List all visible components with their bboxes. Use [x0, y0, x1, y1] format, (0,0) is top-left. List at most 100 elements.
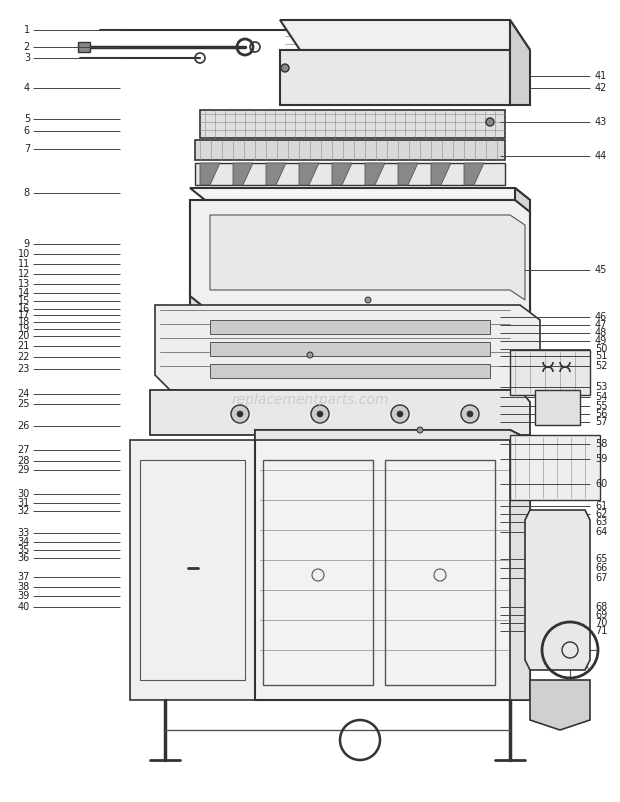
Polygon shape: [510, 435, 600, 500]
Circle shape: [317, 411, 323, 417]
Polygon shape: [365, 163, 385, 185]
Text: 2: 2: [24, 42, 30, 52]
Text: 32: 32: [17, 506, 30, 516]
Polygon shape: [210, 320, 490, 334]
Text: 47: 47: [595, 320, 608, 330]
Text: 53: 53: [595, 382, 608, 392]
Text: 43: 43: [595, 117, 607, 127]
Polygon shape: [510, 350, 590, 395]
Text: 27: 27: [17, 445, 30, 455]
Text: 6: 6: [24, 126, 30, 136]
Text: 69: 69: [595, 610, 607, 620]
Polygon shape: [530, 680, 590, 730]
Text: 49: 49: [595, 336, 607, 346]
Text: 42: 42: [595, 83, 608, 93]
Text: 50: 50: [595, 344, 608, 354]
Text: 35: 35: [17, 545, 30, 555]
Text: 5: 5: [24, 114, 30, 124]
Circle shape: [467, 411, 473, 417]
Polygon shape: [195, 140, 505, 160]
Text: 38: 38: [18, 582, 30, 592]
Text: 7: 7: [24, 144, 30, 154]
Circle shape: [231, 405, 249, 423]
Text: 18: 18: [18, 317, 30, 327]
Polygon shape: [78, 42, 90, 52]
Text: 8: 8: [24, 188, 30, 198]
Text: 21: 21: [17, 341, 30, 351]
Circle shape: [486, 118, 494, 126]
Polygon shape: [210, 215, 525, 300]
Polygon shape: [255, 430, 530, 700]
Circle shape: [391, 405, 409, 423]
Polygon shape: [190, 200, 205, 325]
Text: 20: 20: [17, 331, 30, 341]
Text: 10: 10: [18, 249, 30, 259]
Polygon shape: [200, 163, 220, 185]
Text: 44: 44: [595, 151, 607, 161]
Text: 41: 41: [595, 71, 607, 81]
Polygon shape: [464, 163, 484, 185]
Text: 33: 33: [18, 528, 30, 538]
Polygon shape: [255, 430, 530, 440]
Polygon shape: [460, 60, 490, 75]
Text: 31: 31: [18, 498, 30, 508]
Polygon shape: [190, 188, 530, 200]
Circle shape: [311, 405, 329, 423]
Polygon shape: [266, 163, 286, 185]
Polygon shape: [155, 305, 540, 390]
Text: 4: 4: [24, 83, 30, 93]
Polygon shape: [299, 163, 319, 185]
Text: 55: 55: [595, 401, 608, 411]
Polygon shape: [332, 163, 352, 185]
Text: 59: 59: [595, 454, 608, 464]
Text: 56: 56: [595, 409, 608, 419]
Text: 64: 64: [595, 527, 607, 537]
Text: 16: 16: [18, 304, 30, 314]
Circle shape: [281, 64, 289, 72]
Text: 17: 17: [17, 310, 30, 320]
Polygon shape: [280, 50, 510, 105]
Polygon shape: [398, 163, 418, 185]
Polygon shape: [525, 510, 590, 670]
Text: 68: 68: [595, 602, 607, 612]
Text: 9: 9: [24, 239, 30, 249]
Polygon shape: [510, 20, 530, 105]
Text: 62: 62: [595, 509, 608, 519]
Text: 61: 61: [595, 501, 607, 511]
Text: 34: 34: [18, 537, 30, 547]
Polygon shape: [195, 163, 505, 185]
Text: 30: 30: [18, 489, 30, 499]
Text: 39: 39: [18, 591, 30, 601]
Text: 54: 54: [595, 392, 608, 402]
Text: 70: 70: [595, 618, 608, 628]
Text: 23: 23: [17, 364, 30, 374]
Polygon shape: [280, 20, 530, 50]
Text: 26: 26: [17, 421, 30, 431]
Text: 51: 51: [595, 351, 608, 361]
Text: 11: 11: [18, 259, 30, 269]
Text: replacementparts.com: replacementparts.com: [231, 393, 389, 407]
Circle shape: [307, 352, 313, 358]
Text: 65: 65: [595, 554, 608, 564]
Text: 24: 24: [17, 389, 30, 399]
Text: 29: 29: [17, 465, 30, 475]
Circle shape: [397, 411, 403, 417]
Text: 71: 71: [595, 626, 608, 636]
Text: 1: 1: [24, 25, 30, 35]
Text: 45: 45: [595, 265, 608, 275]
Text: 3: 3: [24, 53, 30, 63]
Text: 58: 58: [595, 439, 608, 449]
Text: 36: 36: [18, 553, 30, 563]
Text: 63: 63: [595, 517, 607, 527]
Polygon shape: [190, 200, 530, 320]
Polygon shape: [535, 390, 580, 425]
Circle shape: [365, 297, 371, 303]
Polygon shape: [150, 390, 530, 435]
Text: 37: 37: [17, 572, 30, 582]
Text: 13: 13: [18, 279, 30, 289]
Text: 19: 19: [18, 324, 30, 334]
Circle shape: [417, 427, 423, 433]
Polygon shape: [210, 342, 490, 356]
Text: 14: 14: [18, 288, 30, 298]
Polygon shape: [515, 188, 530, 320]
